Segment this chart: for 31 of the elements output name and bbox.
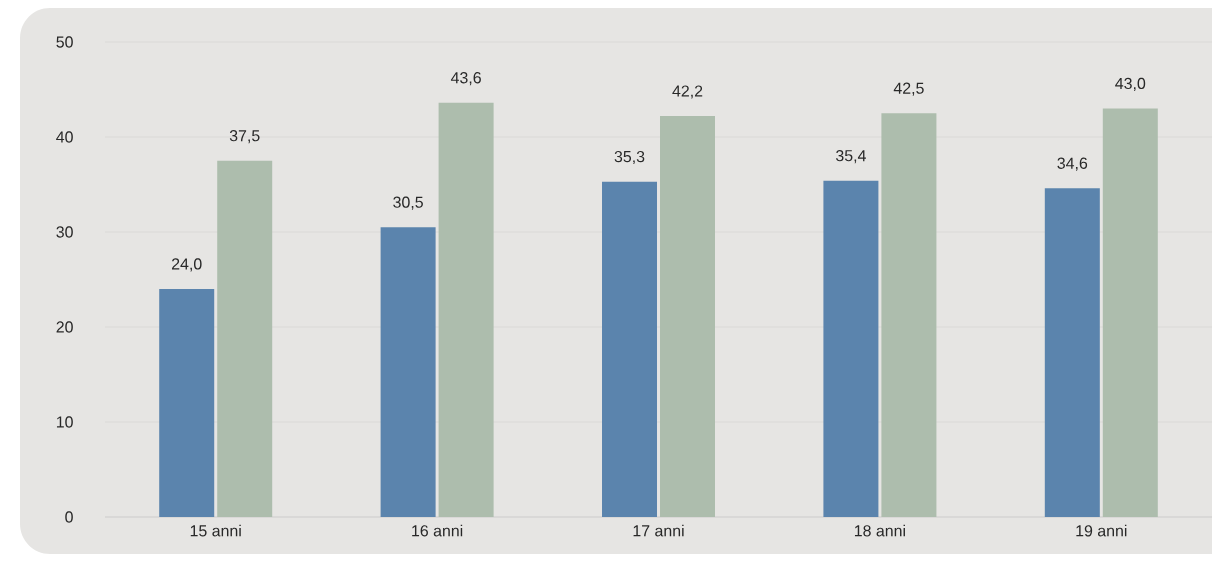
x-tick-label: 18 anni <box>854 524 905 537</box>
bar <box>380 227 436 517</box>
bar <box>1102 108 1158 517</box>
data-label: 35,3 <box>614 150 645 165</box>
data-label: 43,6 <box>450 72 481 86</box>
x-tick-label: 16 anni <box>412 524 463 537</box>
data-label: 37,5 <box>229 130 260 144</box>
bar <box>602 181 658 517</box>
y-tick-label: 10 <box>56 416 73 428</box>
bar <box>438 102 494 517</box>
y-tick-label: 40 <box>56 131 73 143</box>
bar <box>159 288 215 517</box>
data-label: 42,5 <box>893 82 924 96</box>
bar <box>881 113 937 517</box>
y-tick-label: 50 <box>56 36 73 48</box>
data-label: 42,2 <box>672 85 703 99</box>
data-label: 24,0 <box>172 258 202 272</box>
data-label: 43,0 <box>1115 77 1146 91</box>
bar <box>217 160 273 517</box>
bar <box>660 116 716 517</box>
data-label: 30,5 <box>393 196 423 210</box>
x-tick-label: 15 anni <box>190 524 241 537</box>
y-tick-label: 30 <box>56 226 73 238</box>
bar <box>823 180 879 517</box>
data-label: 34,6 <box>1057 157 1088 171</box>
bar <box>1044 188 1100 517</box>
data-label: 35,4 <box>836 150 866 164</box>
x-tick-label: 19 anni <box>1076 524 1127 537</box>
x-tick-label: 17 anni <box>633 524 684 537</box>
y-tick-label: 20 <box>56 321 73 333</box>
y-tick-label: 0 <box>65 511 73 523</box>
